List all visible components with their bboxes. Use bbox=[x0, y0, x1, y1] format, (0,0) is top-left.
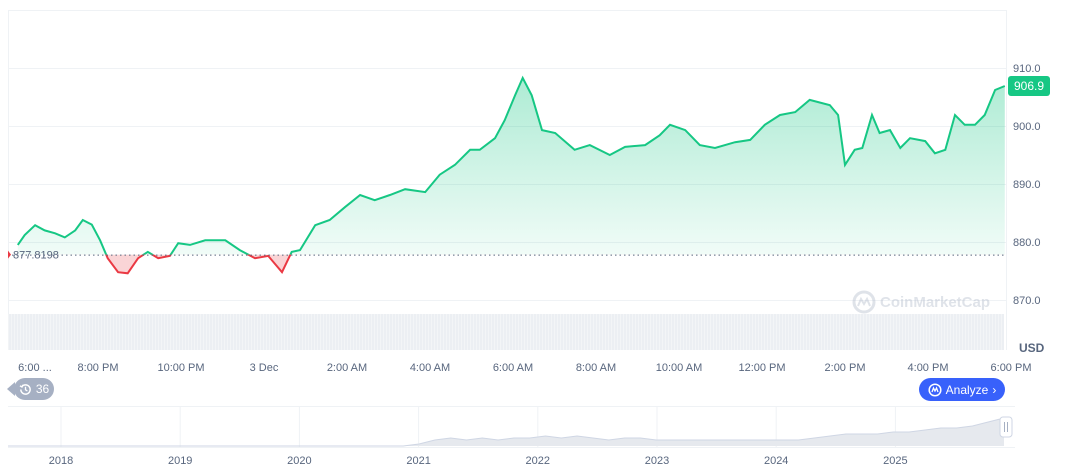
x-tick-label: 8:00 AM bbox=[576, 362, 616, 374]
x-tick-label: 4:00 AM bbox=[410, 362, 450, 374]
navigator-year-label: 2025 bbox=[883, 455, 907, 467]
y-tick-label: 910.0 bbox=[1013, 63, 1041, 75]
navigator-handle[interactable] bbox=[999, 416, 1013, 438]
x-tick-label: 2:00 AM bbox=[327, 362, 367, 374]
x-tick-label: 4:00 PM bbox=[908, 362, 949, 374]
x-tick-label: 6:00 AM bbox=[493, 362, 533, 374]
y-tick-label: 870.0 bbox=[1013, 295, 1041, 307]
navigator-area bbox=[8, 418, 1004, 446]
navigator-year-label: 2021 bbox=[406, 455, 430, 467]
cmc-ai-icon bbox=[928, 382, 942, 397]
analyze-label: Analyze bbox=[945, 382, 989, 397]
navigator[interactable]: 2018 2019 2020 2021 2022 2023 2024 2025 bbox=[8, 407, 1005, 467]
navigator-year-label: 2024 bbox=[764, 455, 788, 467]
y-tick-label: 890.0 bbox=[1013, 179, 1041, 191]
chevron-right-icon: › bbox=[992, 382, 997, 397]
history-button[interactable]: 36 bbox=[7, 378, 54, 400]
x-tick-label: 8:00 PM bbox=[78, 362, 119, 374]
baseline-label: 877.8198 bbox=[13, 250, 59, 262]
svg-text:CoinMarketCap: CoinMarketCap bbox=[880, 294, 990, 311]
x-tick-label: 3 Dec bbox=[250, 362, 279, 374]
analyze-button[interactable]: Analyze › bbox=[919, 378, 1005, 401]
baseline-marker-icon bbox=[8, 250, 11, 259]
navigator-year-label: 2020 bbox=[287, 455, 311, 467]
area-fill-down bbox=[106, 254, 291, 274]
navigator-line bbox=[8, 417, 1005, 447]
x-tick-label: 2:00 PM bbox=[825, 362, 866, 374]
price-line-down bbox=[105, 254, 292, 275]
x-tick-label: 6:00 ... bbox=[18, 362, 52, 374]
svg-text:906.9: 906.9 bbox=[1014, 79, 1044, 93]
x-tick-label: 10:00 PM bbox=[157, 362, 204, 374]
navigator-year-label: 2019 bbox=[168, 455, 192, 467]
price-line-up bbox=[16, 75, 1006, 255]
navigator-year-label: 2018 bbox=[49, 455, 73, 467]
watermark: CoinMarketCap bbox=[852, 290, 990, 314]
current-price-badge: 906.9 bbox=[1008, 75, 1050, 96]
x-tick-label: 10:00 AM bbox=[656, 362, 702, 374]
x-tick-label: 12:00 PM bbox=[738, 362, 785, 374]
area-fill-up bbox=[17, 77, 1005, 255]
history-count: 36 bbox=[35, 382, 50, 396]
y-tick-label: 900.0 bbox=[1013, 121, 1041, 133]
x-tick-label: 6:00 PM bbox=[991, 362, 1032, 374]
history-icon bbox=[19, 383, 31, 395]
navigator-year-label: 2023 bbox=[645, 455, 669, 467]
y-tick-label: 880.0 bbox=[1013, 237, 1041, 249]
y-unit-label: USD bbox=[1019, 341, 1045, 355]
volume-bars bbox=[8, 314, 1004, 350]
navigator-year-label: 2022 bbox=[526, 455, 550, 467]
